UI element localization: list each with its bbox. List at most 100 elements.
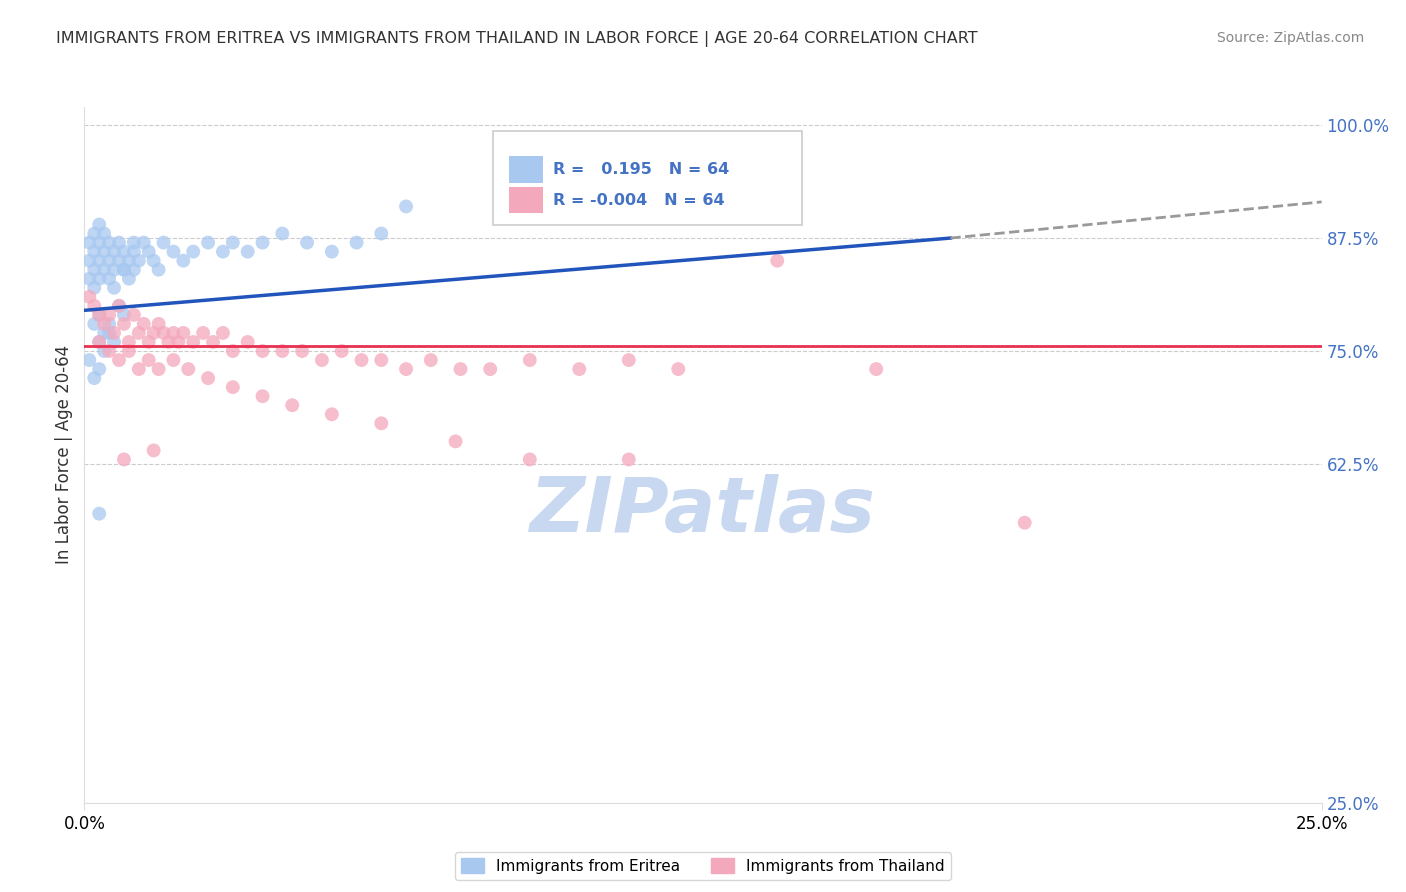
Point: [108, 253, 131, 268]
Point: [252, 235, 274, 250]
Point: [83, 262, 105, 277]
Text: ZIPatlas: ZIPatlas: [530, 474, 876, 548]
Point: [89, 362, 111, 376]
Point: [395, 199, 418, 213]
Point: [98, 271, 121, 285]
Legend: Immigrants from Eritrea, Immigrants from Thailand: Immigrants from Eritrea, Immigrants from…: [456, 852, 950, 880]
Point: [330, 344, 353, 359]
Point: [202, 334, 225, 349]
Point: [321, 244, 343, 259]
Point: [252, 344, 274, 359]
Point: [370, 227, 392, 241]
Point: [197, 371, 219, 385]
Point: [271, 344, 294, 359]
Point: [89, 271, 111, 285]
Point: [617, 353, 640, 368]
Point: [222, 344, 245, 359]
Point: [444, 434, 467, 449]
Point: [148, 317, 170, 331]
Point: [98, 344, 121, 359]
Point: [142, 253, 165, 268]
Point: [142, 326, 165, 340]
Point: [89, 308, 111, 322]
Point: [89, 253, 111, 268]
Point: [222, 235, 245, 250]
Point: [148, 362, 170, 376]
Point: [181, 334, 204, 349]
Point: [350, 353, 373, 368]
Point: [79, 353, 101, 368]
Bar: [509, 187, 543, 213]
Point: [89, 507, 111, 521]
Point: [122, 244, 145, 259]
Point: [222, 380, 245, 394]
Point: [118, 271, 141, 285]
Point: [103, 326, 125, 340]
Point: [98, 253, 121, 268]
Point: [519, 353, 541, 368]
Point: [138, 244, 160, 259]
Point: [112, 317, 135, 331]
Point: [162, 244, 184, 259]
Point: [83, 317, 105, 331]
Point: [865, 362, 887, 376]
Point: [98, 308, 121, 322]
Point: [112, 452, 135, 467]
Point: [103, 244, 125, 259]
Point: [128, 253, 150, 268]
Point: [79, 235, 101, 250]
Point: [212, 326, 235, 340]
Point: [79, 271, 101, 285]
Point: [83, 371, 105, 385]
Point: [321, 407, 343, 421]
Point: [103, 262, 125, 277]
Point: [142, 443, 165, 458]
Point: [83, 227, 105, 241]
Point: [191, 326, 214, 340]
Point: [177, 362, 200, 376]
Point: [108, 299, 131, 313]
Point: [93, 344, 115, 359]
Point: [666, 362, 689, 376]
Point: [89, 235, 111, 250]
Point: [89, 334, 111, 349]
Point: [172, 326, 194, 340]
Point: [450, 362, 472, 376]
Point: [89, 334, 111, 349]
Point: [236, 334, 259, 349]
Bar: [509, 156, 543, 183]
Point: [108, 299, 131, 313]
Point: [122, 308, 145, 322]
Point: [172, 253, 194, 268]
Point: [93, 262, 115, 277]
Point: [118, 344, 141, 359]
Point: [167, 334, 190, 349]
Point: [311, 353, 333, 368]
Point: [236, 244, 259, 259]
Point: [112, 308, 135, 322]
Text: IMMIGRANTS FROM ERITREA VS IMMIGRANTS FROM THAILAND IN LABOR FORCE | AGE 20-64 C: IMMIGRANTS FROM ERITREA VS IMMIGRANTS FR…: [56, 31, 977, 47]
Point: [568, 362, 591, 376]
Point: [252, 389, 274, 403]
Point: [479, 362, 502, 376]
Point: [118, 334, 141, 349]
Point: [93, 227, 115, 241]
Point: [98, 317, 121, 331]
FancyBboxPatch shape: [492, 131, 801, 226]
Point: [395, 362, 418, 376]
Point: [98, 235, 121, 250]
Point: [197, 235, 219, 250]
Text: Source: ZipAtlas.com: Source: ZipAtlas.com: [1216, 31, 1364, 45]
Point: [162, 353, 184, 368]
Point: [419, 353, 441, 368]
Point: [108, 235, 131, 250]
Text: R =   0.195   N = 64: R = 0.195 N = 64: [554, 162, 730, 178]
Point: [112, 244, 135, 259]
Point: [89, 308, 111, 322]
Point: [93, 244, 115, 259]
Point: [103, 334, 125, 349]
Point: [103, 281, 125, 295]
Point: [766, 253, 789, 268]
Point: [118, 253, 141, 268]
Point: [346, 235, 368, 250]
